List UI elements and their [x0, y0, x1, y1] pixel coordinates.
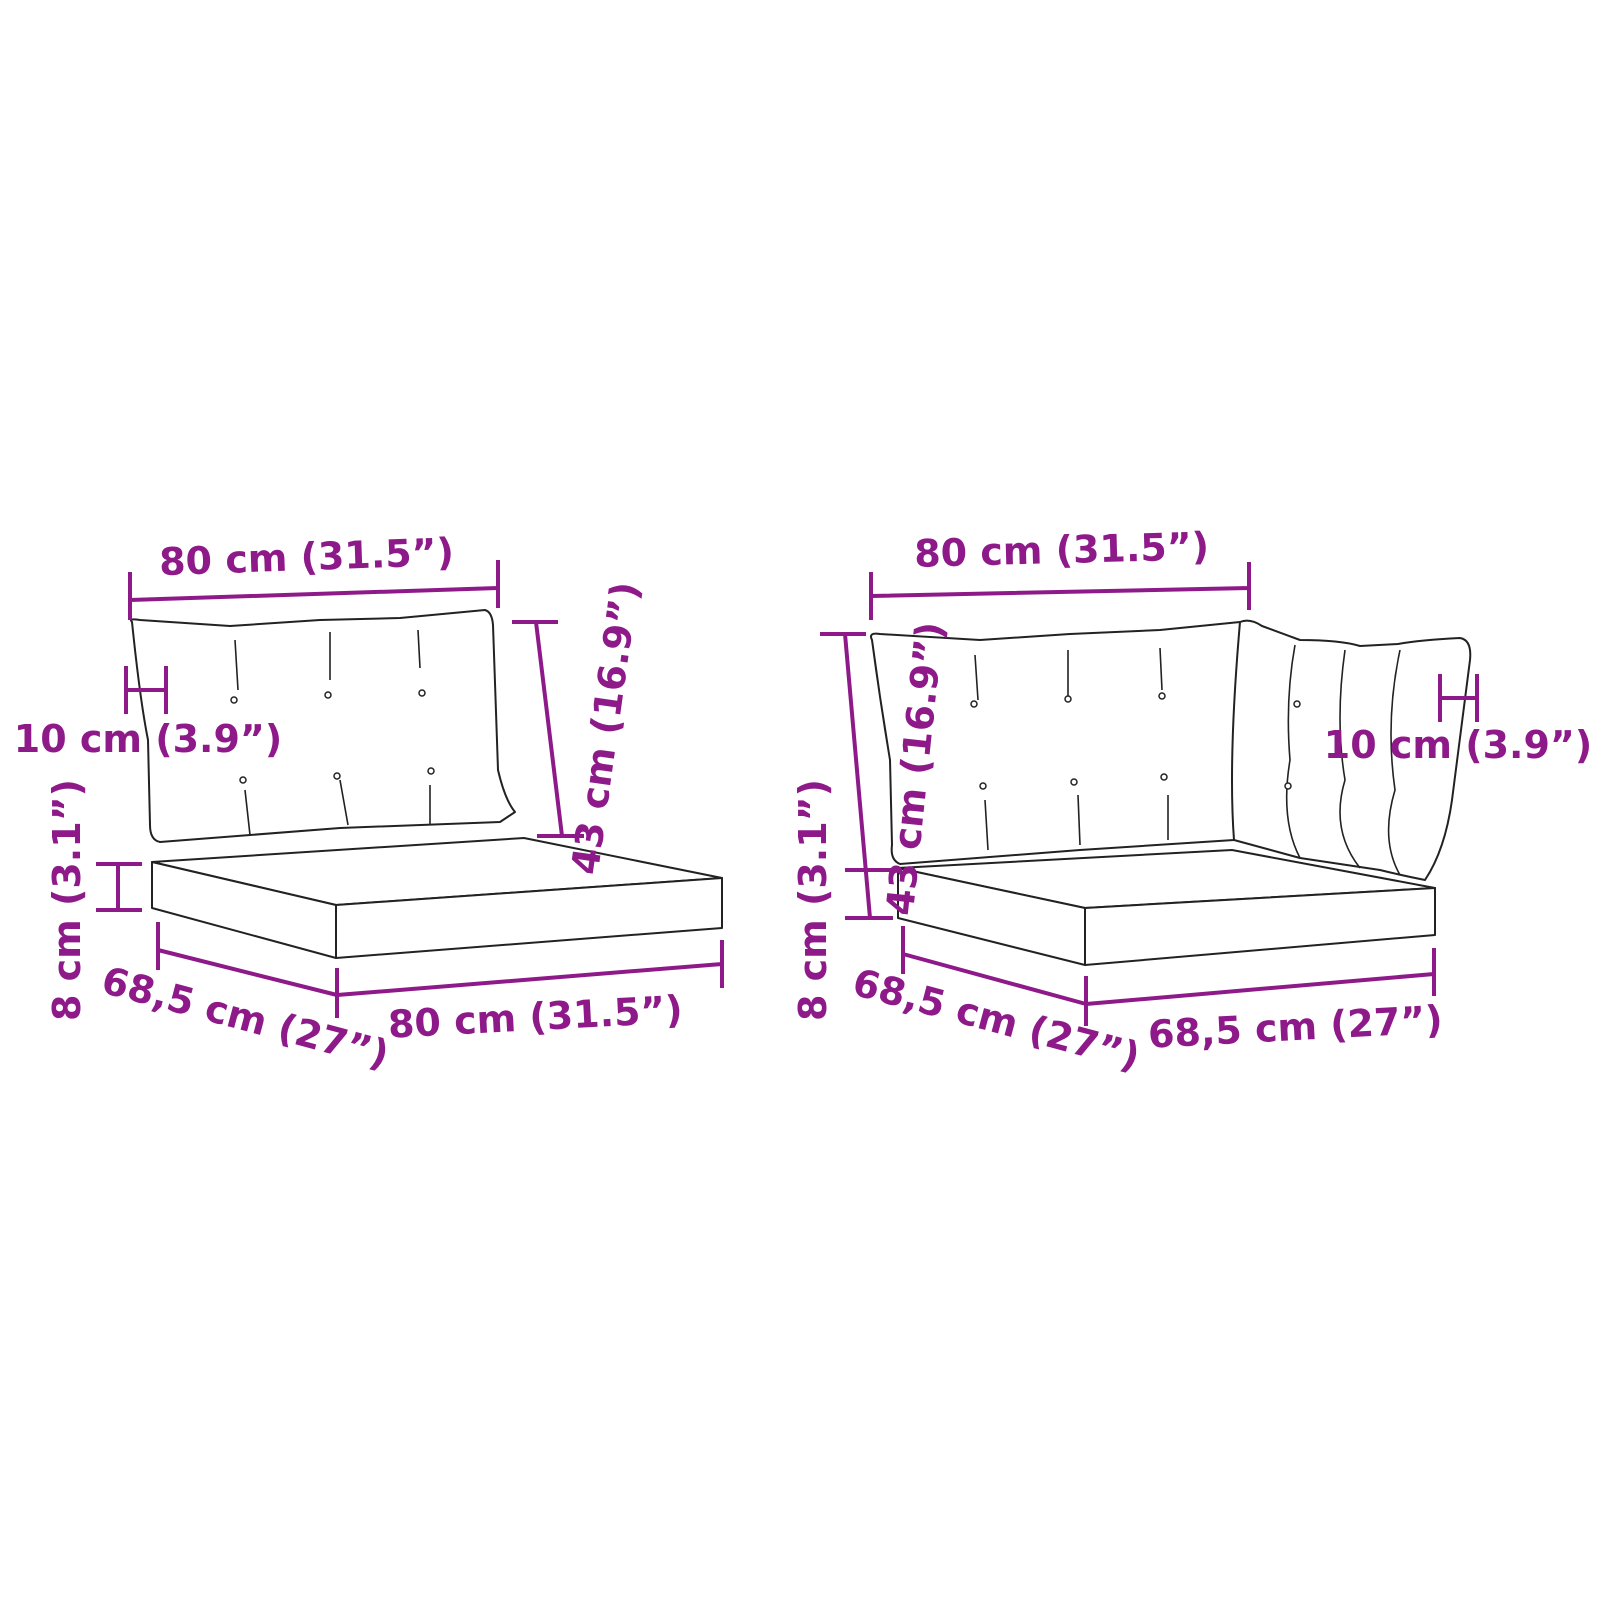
right-top-width-label: 80 cm (31.5”): [914, 524, 1210, 576]
left-dimension-lines: [96, 560, 724, 1018]
tuft-button: [418, 689, 426, 697]
tuft-button: [333, 772, 341, 780]
tuft-button: [1293, 700, 1301, 708]
left-seat-depth-label: 68,5 cm (27”): [97, 958, 393, 1077]
tuft-button: [239, 776, 247, 784]
tuft-button: [1070, 778, 1078, 786]
right-side-cushion: [1231, 619, 1472, 881]
left-cushion-set: 80 cm (31.5”) 43 cm (16.9”) 10 cm (3.9”)…: [14, 530, 724, 1077]
right-cushion-set: 80 cm (31.5”) 43 cm (16.9”) 10 cm (3.9”)…: [791, 524, 1592, 1079]
tuft-button: [1284, 782, 1292, 790]
tuft-button: [324, 691, 332, 699]
right-dimension-lines: [820, 562, 1479, 1026]
tuft-button: [1158, 692, 1166, 700]
left-back-cushion: [130, 609, 516, 843]
right-seat-cushion: [897, 849, 1436, 966]
left-back-folds: [234, 629, 431, 836]
right-seat-thickness-label: 8 cm (3.1”): [791, 779, 835, 1021]
tuft-button: [230, 696, 238, 704]
tuft-button: [979, 782, 987, 790]
left-seat-cushion: [151, 837, 723, 959]
right-seat-width-label: 68,5 cm (27”): [1147, 997, 1444, 1056]
left-back-height-label: 43 cm (16.9”): [563, 579, 648, 877]
right-back-cushion: [870, 621, 1241, 865]
tuft-button: [427, 767, 435, 775]
right-back-thickness-label: 10 cm (3.9”): [1324, 723, 1593, 767]
tuft-button: [970, 700, 978, 708]
left-top-width-label: 80 cm (31.5”): [158, 530, 454, 584]
left-back-thickness-label: 10 cm (3.9”): [14, 717, 283, 761]
tuft-button: [1064, 695, 1072, 703]
right-back-folds: [974, 644, 1401, 876]
tuft-button: [1160, 773, 1168, 781]
left-seat-thickness-label: 8 cm (3.1”): [45, 779, 89, 1021]
left-seat-width-label: 80 cm (31.5”): [387, 987, 684, 1046]
